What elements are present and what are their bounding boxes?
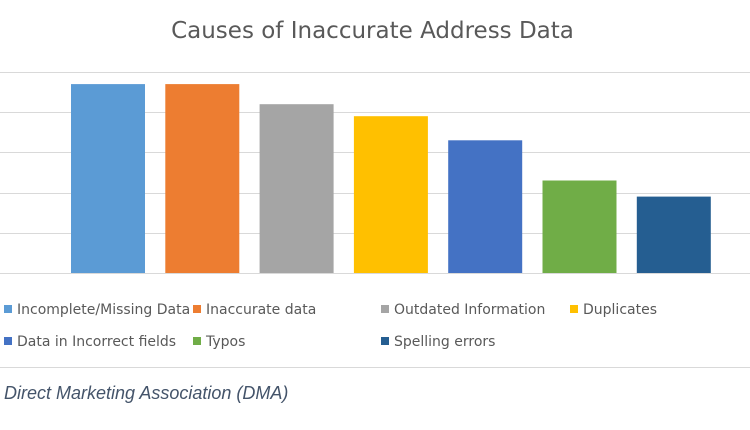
source-caption: Direct Marketing Association (DMA) <box>4 383 289 403</box>
legend-swatch <box>193 337 201 345</box>
legend-item: Typos <box>193 334 245 350</box>
legend-item: Data in Incorrect fields <box>4 334 176 350</box>
bar-chart-plot <box>0 72 750 274</box>
legend-swatch <box>193 305 201 313</box>
chart-title: Causes of Inaccurate Address Data <box>171 18 574 44</box>
divider <box>0 367 750 368</box>
legend-item: Inaccurate data <box>193 302 316 318</box>
legend-label: Typos <box>206 334 246 350</box>
legend-swatch <box>381 305 389 313</box>
legend-swatch <box>4 337 12 345</box>
legend-swatch <box>570 305 578 313</box>
legend-item: Incomplete/Missing Data <box>4 302 190 318</box>
chart-area: Causes of Inaccurate Address Data Incomp… <box>0 18 750 350</box>
bar-data-in-incorrect-fields <box>448 140 523 273</box>
legend-label: Duplicates <box>583 302 657 318</box>
legend-swatch <box>381 337 389 345</box>
legend-item: Spelling errors <box>381 334 495 350</box>
legend-swatch <box>4 305 12 313</box>
bar-inaccurate-data <box>165 84 240 273</box>
legend-label: Inaccurate data <box>206 302 317 318</box>
legend-item: Outdated Information <box>381 302 545 318</box>
legend-label: Outdated Information <box>394 302 546 318</box>
legend-label: Data in Incorrect fields <box>17 334 177 350</box>
legend-item: Duplicates <box>570 302 657 318</box>
bar-typos <box>542 180 617 273</box>
bar-duplicates <box>353 116 428 273</box>
bar-incomplete-missing-data <box>71 84 145 273</box>
bar-spelling-errors <box>636 196 711 273</box>
bar-outdated-information <box>259 104 334 273</box>
legend-label: Incomplete/Missing Data <box>17 302 191 318</box>
legend-label: Spelling errors <box>394 334 496 350</box>
